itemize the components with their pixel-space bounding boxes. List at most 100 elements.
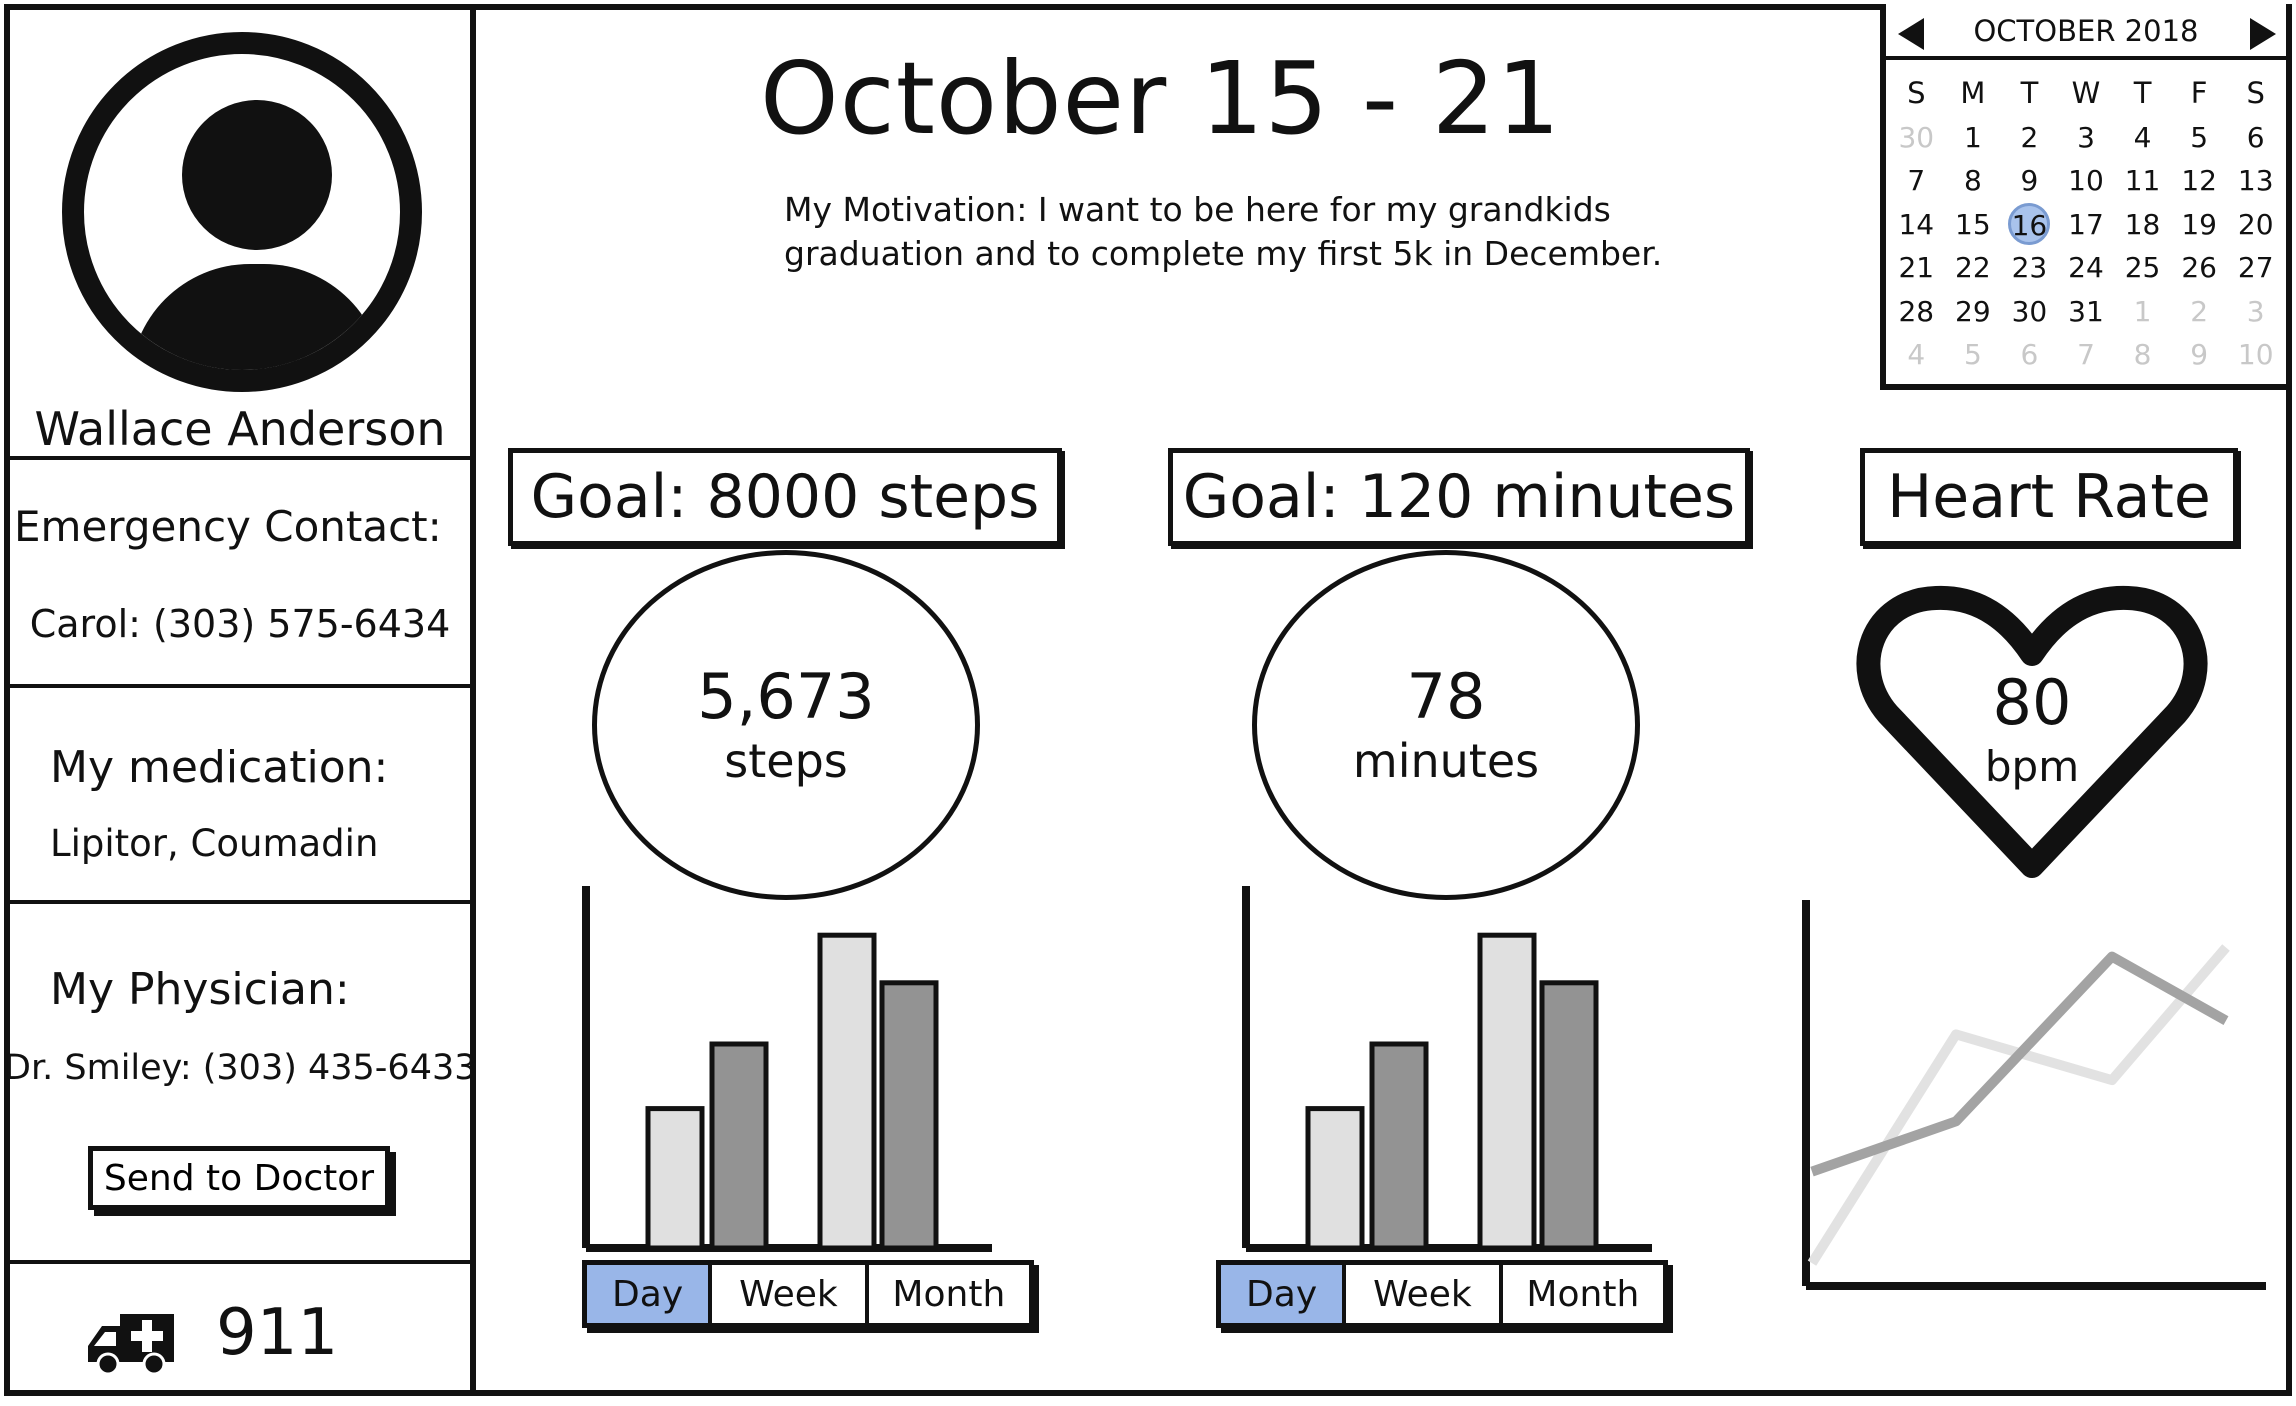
- calendar-day[interactable]: 19: [2181, 207, 2217, 241]
- calendar-day[interactable]: 4: [1907, 338, 1926, 371]
- physician-phone[interactable]: Dr. Smiley: (303) 435-6433: [4, 1048, 477, 1088]
- emergency-contact-phone[interactable]: Carol: (303) 575-6434: [29, 602, 451, 646]
- calendar-day[interactable]: 26: [2181, 251, 2217, 284]
- steps-circle: 5,673 steps: [592, 550, 980, 900]
- bar: [1539, 980, 1599, 1251]
- bar: [817, 932, 877, 1251]
- calendar-day[interactable]: 14: [1898, 207, 1935, 241]
- steps-unit: steps: [724, 734, 848, 788]
- heart-icon: [1856, 585, 2208, 878]
- calendar-day[interactable]: 2: [2190, 294, 2209, 328]
- calendar-day[interactable]: 24: [2068, 251, 2104, 284]
- calendar-day[interactable]: 6: [2246, 120, 2265, 154]
- calendar-day[interactable]: 5: [1963, 338, 1982, 371]
- steps-tab-day[interactable]: Day: [587, 1265, 713, 1323]
- calendar-day[interactable]: 29: [1955, 294, 1991, 328]
- heart-rate-title: Heart Rate: [1860, 448, 2238, 546]
- calendar-day[interactable]: 13: [2237, 164, 2274, 197]
- calendar-day[interactable]: 8: [1963, 164, 1982, 197]
- medication-list: Lipitor, Coumadin: [50, 822, 379, 865]
- bar: [1477, 932, 1537, 1251]
- calendar-day[interactable]: 10: [2068, 164, 2104, 197]
- calendar-day[interactable]: 8: [2133, 338, 2152, 371]
- prev-month-icon[interactable]: [1898, 18, 1924, 50]
- calendar-day[interactable]: 30: [2011, 294, 2048, 328]
- calendar-day[interactable]: 6: [2020, 338, 2039, 371]
- motivation-line: graduation and to complete my first 5k i…: [784, 234, 1663, 273]
- week-title: October 15 - 21: [760, 40, 1562, 157]
- steps-range-tabs: Day Week Month: [582, 1260, 1034, 1328]
- emergency-contact-title: Emergency Contact:: [14, 502, 442, 551]
- calendar-day-selected[interactable]: 16: [2001, 202, 2058, 247]
- calendar-day[interactable]: 9: [2020, 164, 2039, 197]
- calendar-day[interactable]: 1: [2133, 294, 2152, 328]
- ambulance-icon[interactable]: [86, 1306, 176, 1376]
- calendar-day[interactable]: 3: [2246, 294, 2265, 328]
- minutes-bar-chart: [1242, 886, 1652, 1252]
- calendar-day[interactable]: 15: [1955, 207, 1991, 241]
- calendar-day[interactable]: 21: [1898, 251, 1935, 284]
- motivation-line: My Motivation: I want to be here for my …: [784, 190, 1611, 229]
- physician-title: My Physician:: [50, 964, 350, 1015]
- series-line: [1810, 951, 2229, 1177]
- calendar-day[interactable]: 5: [2190, 120, 2209, 154]
- divider: [4, 684, 476, 688]
- weekday-label: T: [2133, 76, 2152, 110]
- calendar-day[interactable]: 12: [2181, 164, 2217, 197]
- series-line: [1807, 944, 2230, 1266]
- calendar-month-label: OCTOBER 2018: [1973, 14, 2199, 48]
- minutes-goal-label: Goal: 120 minutes: [1168, 448, 1750, 546]
- steps-tab-month[interactable]: Month: [892, 1273, 1006, 1315]
- heart-rate-line-chart: [1802, 900, 2266, 1290]
- emergency-number[interactable]: 911: [216, 1296, 339, 1370]
- minutes-circle: 78 minutes: [1252, 550, 1640, 900]
- bar: [645, 1106, 705, 1251]
- send-to-doctor-button[interactable]: Send to Doctor: [88, 1146, 390, 1210]
- profile-sidebar: Wallace Anderson Emergency Contact: Caro…: [4, 4, 477, 1396]
- calendar-day[interactable]: 10: [2237, 338, 2274, 371]
- calendar-day[interactable]: 30: [1898, 120, 1935, 154]
- calendar-day[interactable]: 7: [2077, 338, 2095, 371]
- avatar-icon: [62, 32, 422, 392]
- medication-title: My medication:: [50, 742, 389, 793]
- calendar-day[interactable]: 9: [2190, 338, 2209, 371]
- weekday-label: S: [2246, 76, 2265, 110]
- heart-rate-value: 80: [1992, 666, 2072, 739]
- app-frame: [4, 4, 2292, 1396]
- calendar-day[interactable]: 20: [2237, 207, 2274, 241]
- steps-goal-label: Goal: 8000 steps: [508, 448, 1062, 546]
- calendar-day[interactable]: 31: [2068, 294, 2104, 328]
- bar: [879, 980, 939, 1251]
- calendar-day[interactable]: 2: [2020, 120, 2039, 154]
- calendar-day[interactable]: 17: [2068, 207, 2104, 241]
- heart-rate-unit: bpm: [1984, 742, 2080, 791]
- divider: [4, 456, 476, 460]
- calendar-day[interactable]: 25: [2124, 251, 2161, 284]
- bar: [1305, 1106, 1365, 1251]
- calendar-day[interactable]: 22: [1955, 251, 1991, 284]
- calendar-day[interactable]: 1: [1963, 120, 1982, 154]
- motivation-text: My Motivation: I want to be here for my …: [784, 188, 1664, 276]
- steps-bar-chart: [582, 886, 992, 1252]
- calendar-day[interactable]: 7: [1907, 164, 1926, 197]
- bar: [1369, 1041, 1429, 1251]
- calendar-day[interactable]: 4: [2133, 120, 2152, 154]
- minutes-tab-month[interactable]: Month: [1526, 1273, 1640, 1315]
- calendar: OCTOBER 2018 S M T W T F S 30 1 2 3 4 5 6 7 8 9 10 11 12 13 1…: [1880, 4, 2292, 390]
- next-month-icon[interactable]: [2250, 18, 2276, 50]
- minutes-tab-week[interactable]: Week: [1346, 1265, 1503, 1323]
- weekday-label: W: [2071, 76, 2101, 110]
- weekday-label: F: [2190, 76, 2208, 110]
- calendar-day[interactable]: 11: [2124, 164, 2161, 197]
- weekday-label: S: [1907, 76, 1926, 110]
- calendar-day[interactable]: 28: [1898, 294, 1935, 328]
- calendar-day[interactable]: 3: [2077, 120, 2095, 154]
- minutes-tab-day[interactable]: Day: [1221, 1265, 1347, 1323]
- calendar-day[interactable]: 27: [2237, 251, 2274, 284]
- calendar-day[interactable]: 18: [2124, 207, 2161, 241]
- calendar-grid: S M T W T F S 30 1 2 3 4 5 6 7 8 9 10 11 12 13 14 15 16 17 18 19 20…: [1888, 72, 2284, 377]
- calendar-day[interactable]: 23: [2011, 251, 2048, 284]
- steps-tab-week[interactable]: Week: [712, 1265, 869, 1323]
- weekday-label: T: [2020, 76, 2039, 110]
- divider: [4, 900, 476, 904]
